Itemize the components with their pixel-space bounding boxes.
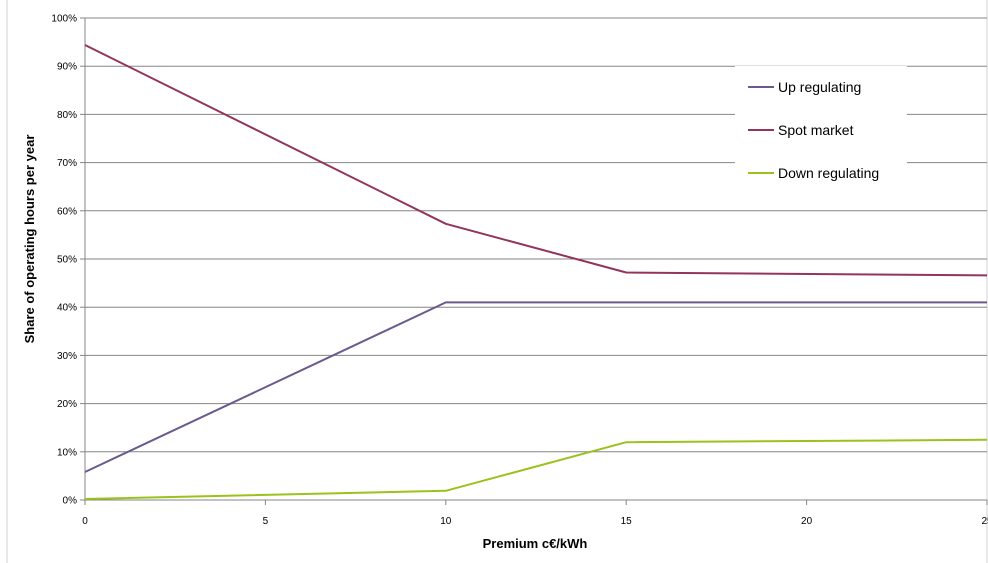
- y-tick-label: 90%: [57, 62, 77, 73]
- x-tick-label: 25: [981, 516, 988, 527]
- y-axis-title: Share of operating hours per year: [22, 135, 37, 344]
- y-tick-label: 40%: [57, 303, 77, 314]
- legend-label: Spot market: [778, 122, 854, 138]
- x-tick-label: 0: [82, 516, 88, 527]
- y-tick-label: 30%: [57, 351, 77, 362]
- legend-label: Down regulating: [778, 165, 879, 181]
- y-tick-label: 10%: [57, 447, 77, 458]
- series-line-down-regulating: [85, 440, 987, 499]
- series-line-up-regulating: [85, 302, 987, 472]
- y-tick-label: 70%: [57, 158, 77, 169]
- y-tick-label: 100%: [51, 14, 77, 25]
- x-tick-label: 10: [440, 516, 452, 527]
- x-tick-labels: 0 5 10 15 20 25: [82, 516, 988, 527]
- x-axis-title: Premium c€/kWh: [483, 536, 588, 551]
- legend-label: Up regulating: [778, 79, 861, 95]
- y-tick-label: 50%: [57, 255, 77, 266]
- y-tick-labels: 0% 10% 20% 30% 40% 50% 60% 70% 80% 90% 100%: [51, 14, 77, 507]
- x-tick-label: 15: [621, 516, 633, 527]
- x-tick-label: 5: [263, 516, 269, 527]
- y-tick-label: 20%: [57, 399, 77, 410]
- x-tick-label: 20: [801, 516, 813, 527]
- y-tick-label: 80%: [57, 110, 77, 121]
- y-tick-label: 60%: [57, 206, 77, 217]
- y-tick-label: 0%: [63, 496, 78, 507]
